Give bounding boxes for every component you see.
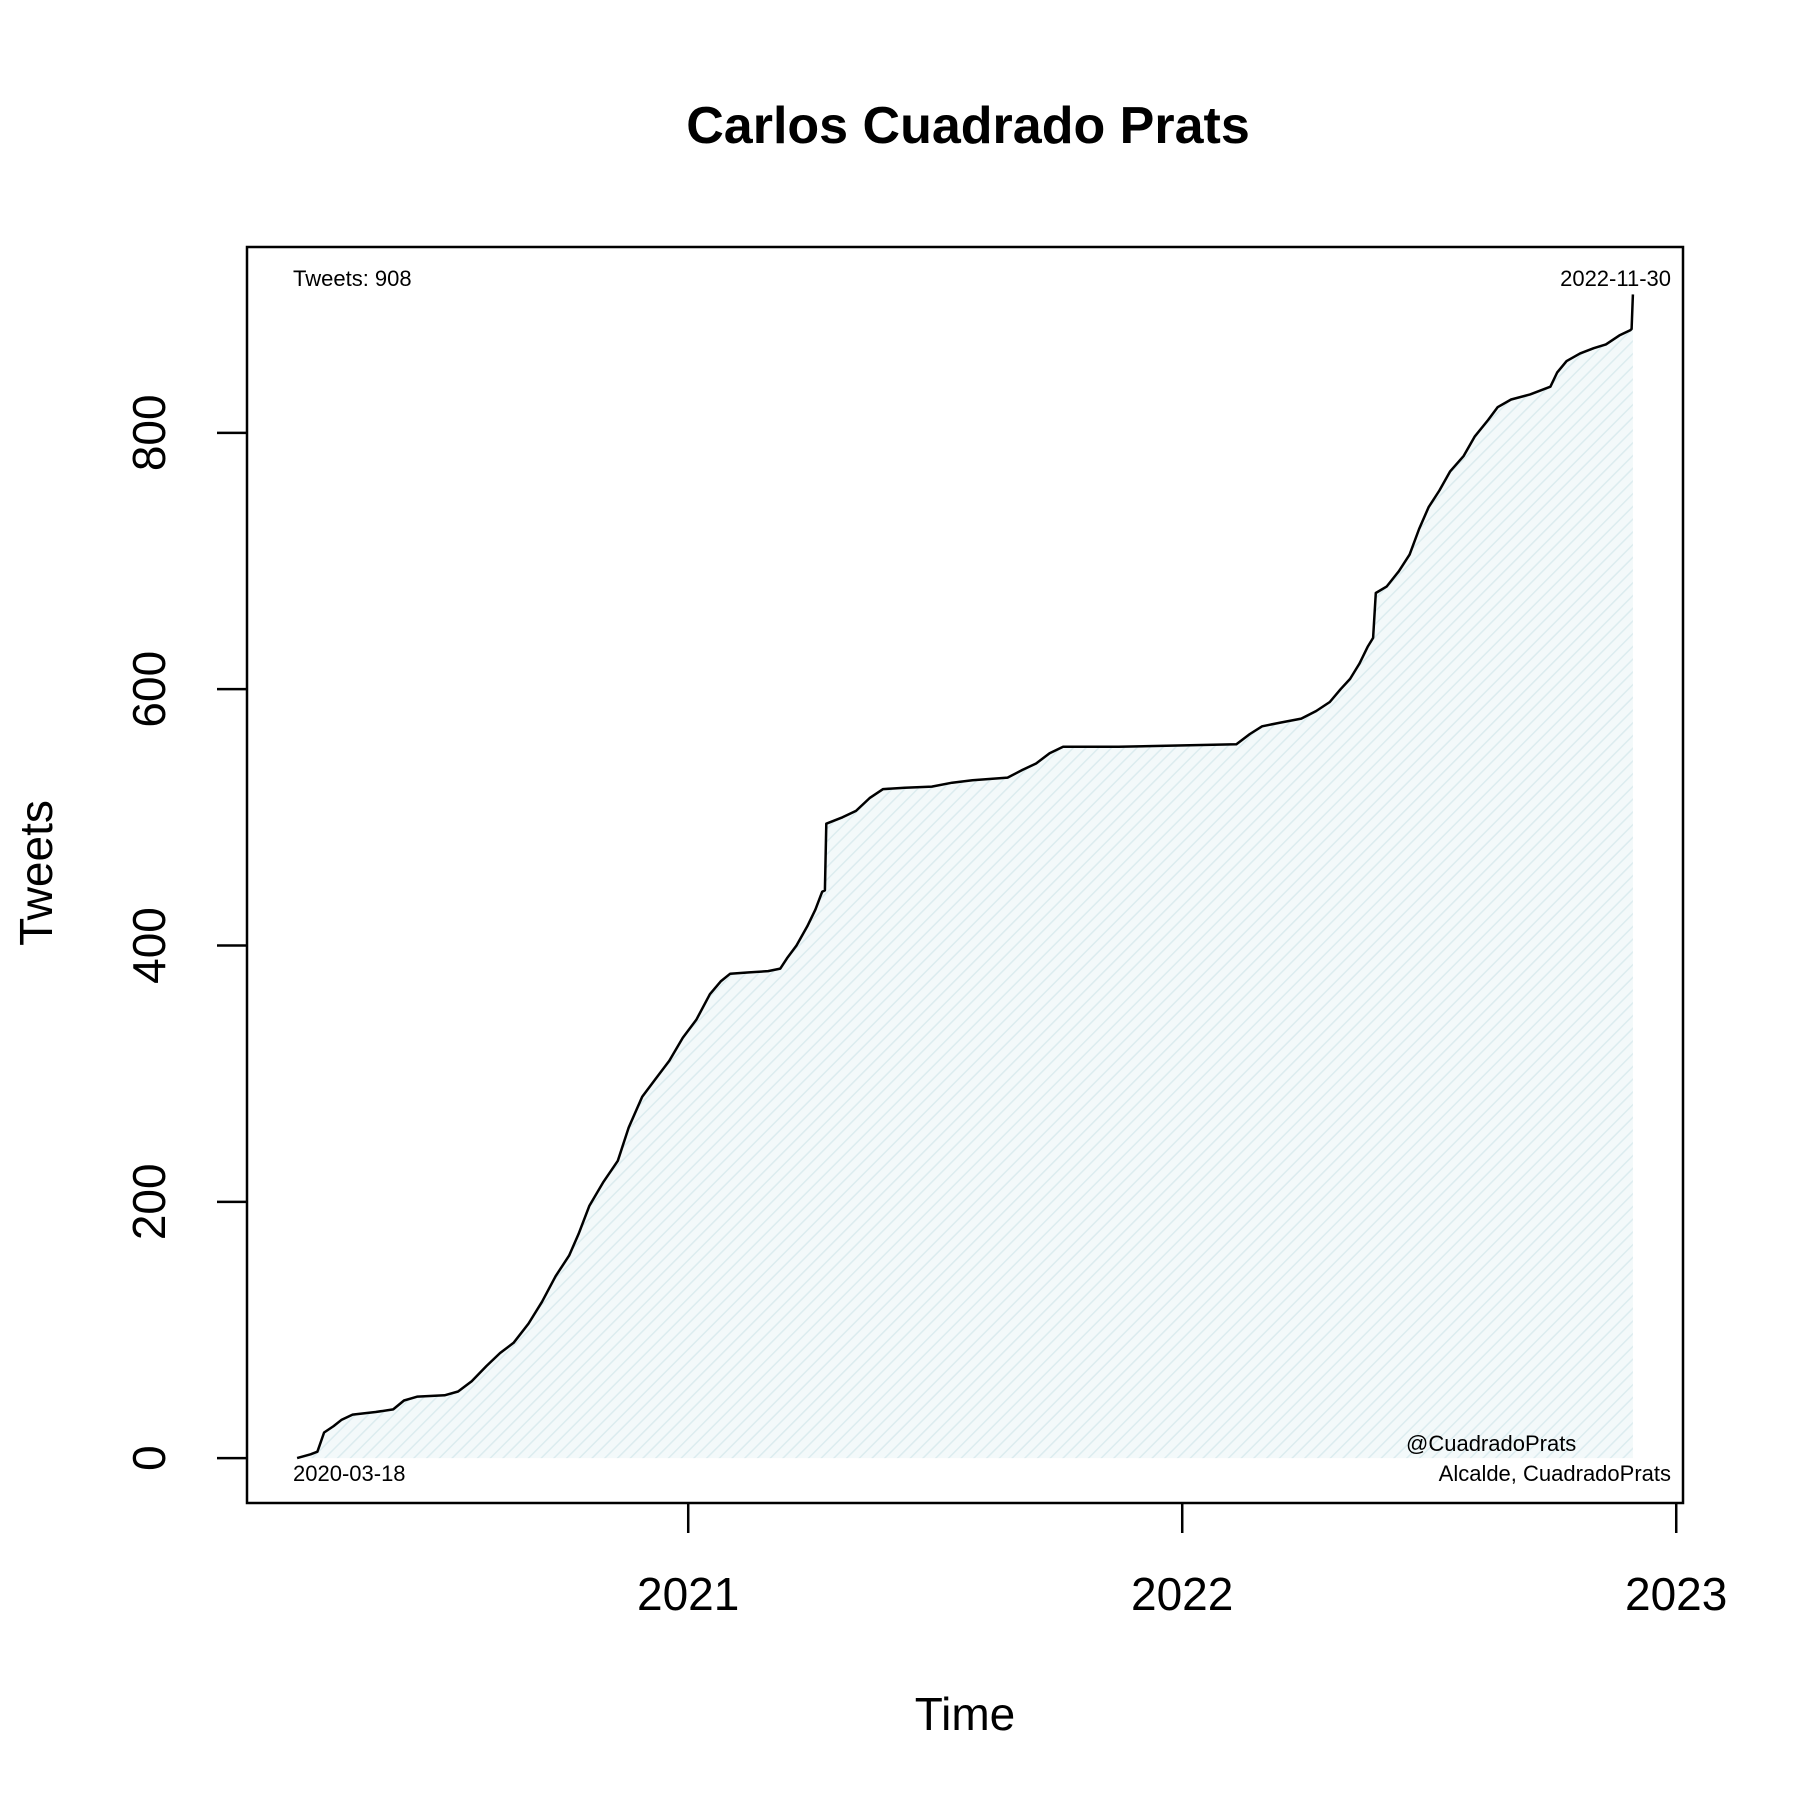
end-date-annotation: 2022-11-30 [1560,266,1671,291]
plot-frame [245,245,1685,1505]
plot-area [296,294,1635,1460]
tweet-count-annotation: Tweets: 908 [293,266,412,291]
y-tick-label: 600 [123,651,175,728]
y-tick-label: 0 [123,1445,175,1471]
x-axis-title: Time [915,1688,1016,1740]
y-axis-title: Tweets [10,800,62,946]
role-annotation: Alcalde, CuadradoPrats [1439,1461,1671,1486]
y-axis: 0 200 400 600 800 [123,394,247,1471]
x-tick-label: 2023 [1625,1568,1727,1620]
y-tick-label: 400 [123,907,175,984]
chart-title: Carlos Cuadrado Prats [686,97,1250,155]
start-date-annotation: 2020-03-18 [293,1461,406,1486]
handle-annotation: @CuadradoPrats [1406,1431,1576,1456]
y-tick-label: 200 [123,1163,175,1240]
y-tick-label: 800 [123,394,175,471]
x-tick-label: 2022 [1131,1568,1233,1620]
x-axis: 2021 2022 2023 [637,1503,1727,1620]
series-area [297,294,1633,1459]
series-line [296,294,1635,1460]
x-tick-label: 2021 [637,1568,739,1620]
